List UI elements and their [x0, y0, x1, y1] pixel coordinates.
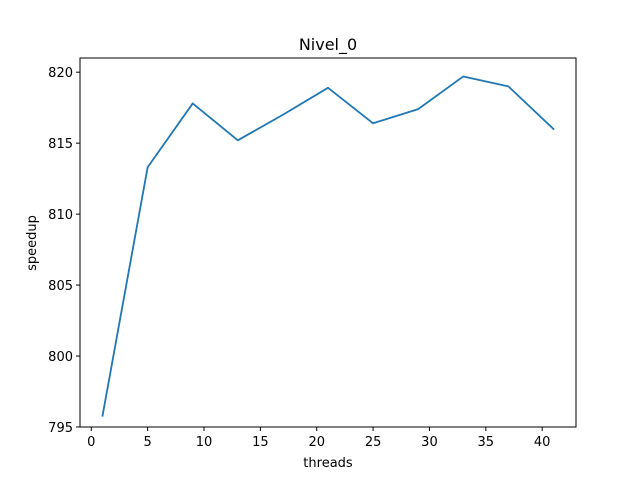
series-line-0 — [101, 75, 555, 417]
y-tick-label: 820 — [48, 66, 73, 81]
x-tick-label: 0 — [87, 435, 95, 450]
x-tick-label: 10 — [196, 435, 213, 450]
x-tick-label: 20 — [308, 435, 325, 450]
y-axis-label: speedup — [25, 215, 40, 271]
y-tick-label: 795 — [48, 421, 73, 436]
x-tick-label: 35 — [478, 435, 495, 450]
y-tick-label: 810 — [48, 208, 73, 223]
x-axis-ticks: 0 5 10 15 20 25 30 35 40 — [87, 427, 550, 450]
x-tick-label: 25 — [365, 435, 382, 450]
y-axis-ticks: 795 800 805 810 815 820 — [48, 66, 80, 436]
x-tick-label: 5 — [143, 435, 151, 450]
plot-area — [79, 57, 577, 428]
x-axis-label: threads — [303, 456, 353, 471]
x-tick-label: 15 — [252, 435, 269, 450]
x-tick-label: 30 — [421, 435, 438, 450]
series-layer — [101, 75, 555, 417]
chart-title: Nivel_0 — [299, 35, 357, 55]
y-tick-label: 800 — [48, 350, 73, 365]
y-tick-label: 815 — [48, 137, 73, 152]
x-tick-label: 40 — [534, 435, 551, 450]
axes-frame — [79, 57, 577, 428]
y-tick-label: 805 — [48, 279, 73, 294]
